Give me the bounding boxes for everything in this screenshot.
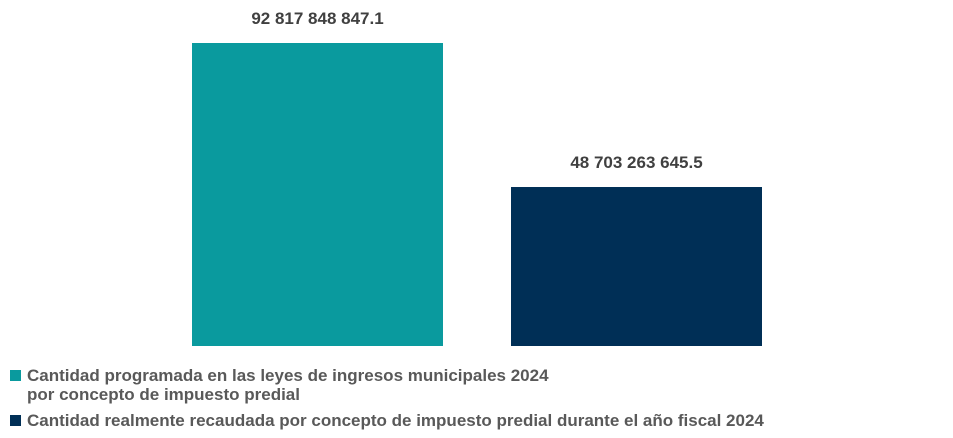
legend-swatch [10, 415, 21, 426]
legend-label: Cantidad programada en las leyes de ingr… [27, 366, 549, 404]
bar [192, 43, 443, 346]
legend-item: Cantidad programada en las leyes de ingr… [10, 366, 764, 404]
plot: 92 817 848 847.1 48 703 263 645.5 [192, 9, 762, 346]
bar [511, 187, 762, 346]
legend-item: Cantidad realmente recaudada por concept… [10, 411, 764, 430]
value-label: 92 817 848 847.1 [251, 9, 383, 28]
legend-label: Cantidad realmente recaudada por concept… [27, 411, 764, 430]
value-label: 48 703 263 645.5 [570, 153, 702, 172]
legend-swatch [10, 370, 21, 381]
legend: Cantidad programada en las leyes de ingr… [10, 366, 764, 437]
